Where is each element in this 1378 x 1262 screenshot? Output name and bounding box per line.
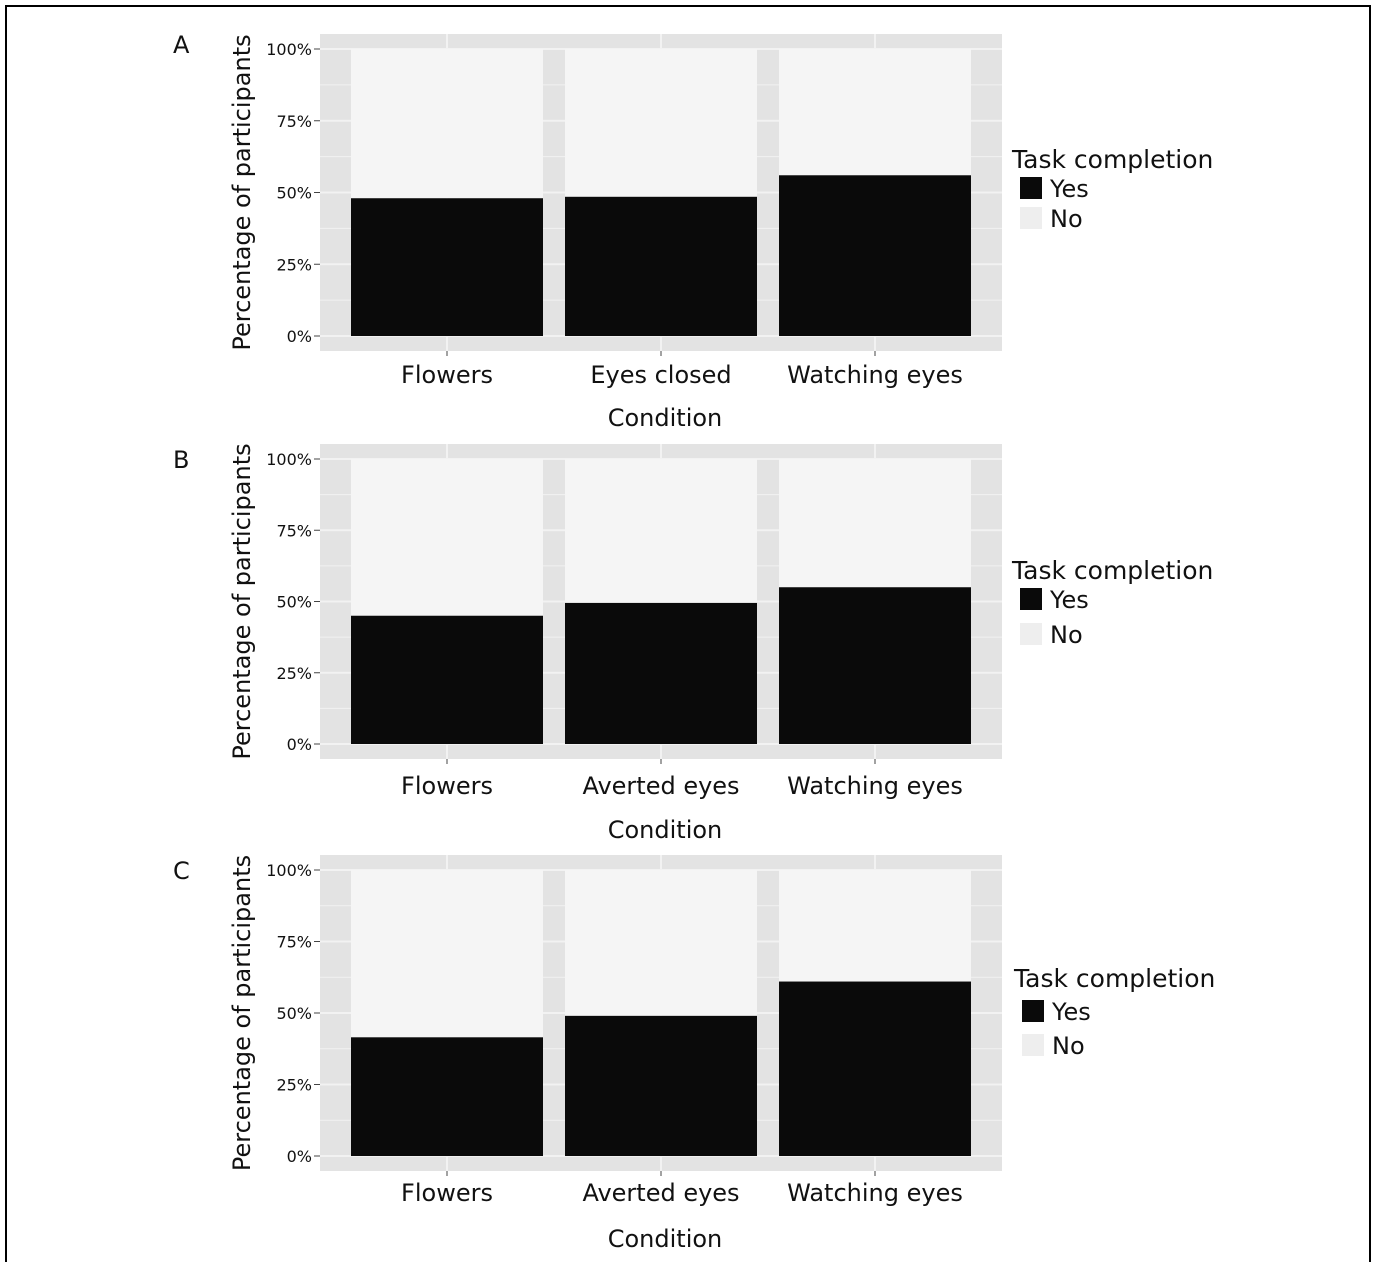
x-tick-label: Watching eyes	[787, 772, 963, 800]
bar-yes	[565, 602, 757, 744]
y-tick-label: 100%	[266, 450, 312, 469]
y-tick-label: 25%	[276, 1076, 312, 1095]
legend-swatch-yes	[1020, 177, 1042, 199]
legend-swatch-no	[1020, 207, 1042, 229]
legend-label-yes: Yes	[1049, 175, 1089, 203]
y-tick-label: 100%	[266, 40, 312, 59]
legend-title: Task completion	[1013, 964, 1215, 993]
x-tick-label: Flowers	[401, 772, 493, 800]
bar-yes	[351, 198, 543, 336]
legend-label-no: No	[1050, 621, 1083, 649]
y-axis-label: Percentage of participants	[228, 34, 256, 350]
bar-yes	[351, 1037, 543, 1156]
y-tick-label: 0%	[287, 1147, 312, 1166]
legend-title: Task completion	[1011, 556, 1213, 585]
x-tick-label: Averted eyes	[582, 1179, 739, 1207]
legend-title: Task completion	[1011, 145, 1213, 174]
bar-yes	[565, 196, 757, 336]
bar-yes	[779, 175, 971, 336]
legend-label-no: No	[1050, 205, 1083, 233]
y-tick-label: 25%	[276, 255, 312, 274]
bar-no	[779, 870, 971, 982]
panel-letter: C	[173, 857, 190, 885]
x-tick-label: Watching eyes	[787, 361, 963, 389]
bar-no	[351, 49, 543, 199]
legend-label-yes: Yes	[1049, 586, 1089, 614]
x-axis-label: Condition	[608, 404, 723, 432]
bar-no	[779, 49, 971, 176]
bar-no	[565, 49, 757, 197]
x-tick-label: Watching eyes	[787, 1179, 963, 1207]
bar-no	[779, 459, 971, 588]
bar-yes	[351, 615, 543, 744]
x-tick-label: Eyes closed	[590, 361, 731, 389]
y-tick-label: 50%	[276, 184, 312, 203]
legend-label-yes: Yes	[1051, 998, 1091, 1026]
y-tick-label: 50%	[276, 593, 312, 612]
y-tick-label: 100%	[266, 861, 312, 880]
bar-yes	[779, 981, 971, 1156]
x-tick-label: Flowers	[401, 1179, 493, 1207]
bar-yes	[779, 587, 971, 744]
x-tick-label: Flowers	[401, 361, 493, 389]
legend-swatch-no	[1022, 1034, 1044, 1056]
y-tick-label: 75%	[276, 521, 312, 540]
legend-swatch-yes	[1022, 1000, 1044, 1022]
panel-letter: A	[173, 31, 190, 59]
y-axis-label: Percentage of participants	[228, 443, 256, 759]
bar-no	[565, 459, 757, 603]
y-tick-label: 50%	[276, 1004, 312, 1023]
bar-yes	[565, 1015, 757, 1156]
legend-swatch-yes	[1020, 588, 1042, 610]
y-tick-label: 75%	[276, 933, 312, 952]
legend-swatch-no	[1020, 623, 1042, 645]
y-tick-label: 25%	[276, 664, 312, 683]
x-axis-label: Condition	[608, 1225, 723, 1253]
y-axis-label: Percentage of participants	[228, 855, 256, 1171]
panel-letter: B	[173, 446, 189, 474]
x-tick-label: Averted eyes	[582, 772, 739, 800]
bar-no	[565, 870, 757, 1016]
bar-no	[351, 459, 543, 616]
y-tick-label: 75%	[276, 112, 312, 131]
y-tick-label: 0%	[287, 327, 312, 346]
bar-no	[351, 870, 543, 1038]
legend-label-no: No	[1052, 1032, 1085, 1060]
x-axis-label: Condition	[608, 816, 723, 844]
y-tick-label: 0%	[287, 735, 312, 754]
